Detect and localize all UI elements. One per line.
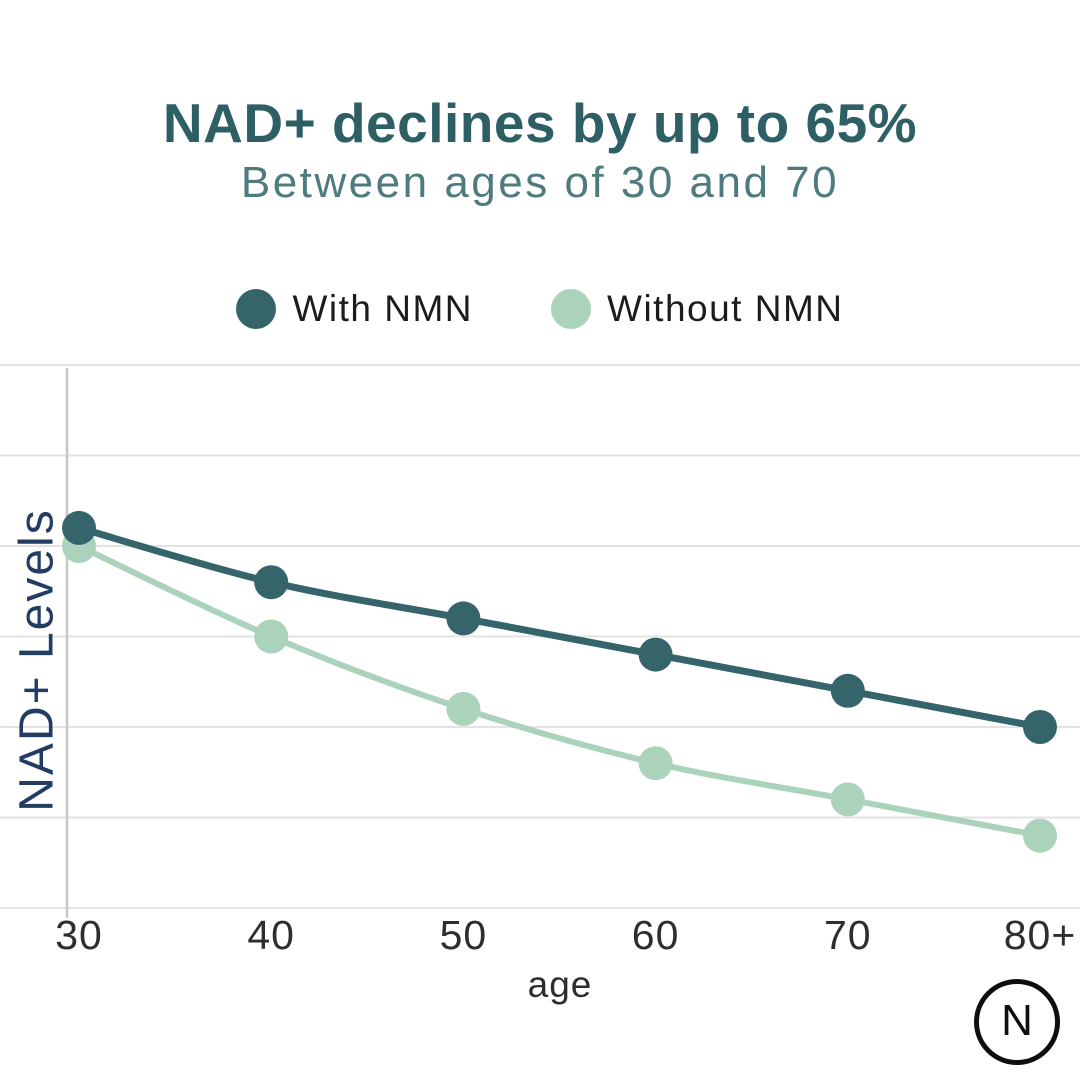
data-point-with-nmn — [830, 673, 865, 708]
x-tick-label: 80+ — [1003, 912, 1077, 958]
chart-legend: With NMN Without NMN — [0, 288, 1080, 330]
data-point-without-nmn — [446, 691, 481, 726]
x-tick-label: 60 — [631, 912, 680, 958]
data-point-without-nmn — [830, 782, 865, 817]
data-point-without-nmn — [1023, 818, 1057, 853]
data-point-with-nmn — [1023, 710, 1057, 744]
data-point-with-nmn — [638, 637, 673, 672]
with-nmn-dot-icon — [236, 289, 277, 329]
page-subtitle: Between ages of 30 and 70 — [240, 158, 840, 207]
series-line-without-nmn — [77, 543, 1041, 839]
header: NAD+ declines by up to 65% Between ages … — [0, 96, 1080, 205]
x-tick-label: 50 — [439, 912, 488, 958]
data-point-without-nmn — [638, 746, 673, 781]
data-point-with-nmn — [254, 565, 289, 600]
data-point-with-nmn — [446, 601, 481, 636]
legend-item-without-nmn: Without NMN — [551, 288, 843, 330]
logo-letter-n: N — [1001, 996, 1033, 1045]
series-line-with-nmn — [78, 524, 1041, 731]
x-tick-label: 40 — [247, 912, 295, 958]
page-title: NAD+ declines by up to 65% — [162, 92, 918, 154]
x-tick-label: 70 — [823, 912, 872, 958]
legend-label: With NMN — [292, 288, 474, 329]
y-axis-label: NAD+ Levels — [10, 508, 64, 812]
legend-item-with-nmn: With NMN — [236, 288, 473, 330]
legend-label: Without NMN — [607, 288, 844, 329]
x-tick-label: 30 — [55, 912, 103, 958]
without-nmn-dot-icon — [551, 289, 592, 329]
x-axis-title: age — [527, 964, 593, 1005]
data-point-with-nmn — [62, 510, 96, 545]
brand-logo: N — [974, 979, 1060, 1065]
data-point-without-nmn — [254, 619, 289, 654]
